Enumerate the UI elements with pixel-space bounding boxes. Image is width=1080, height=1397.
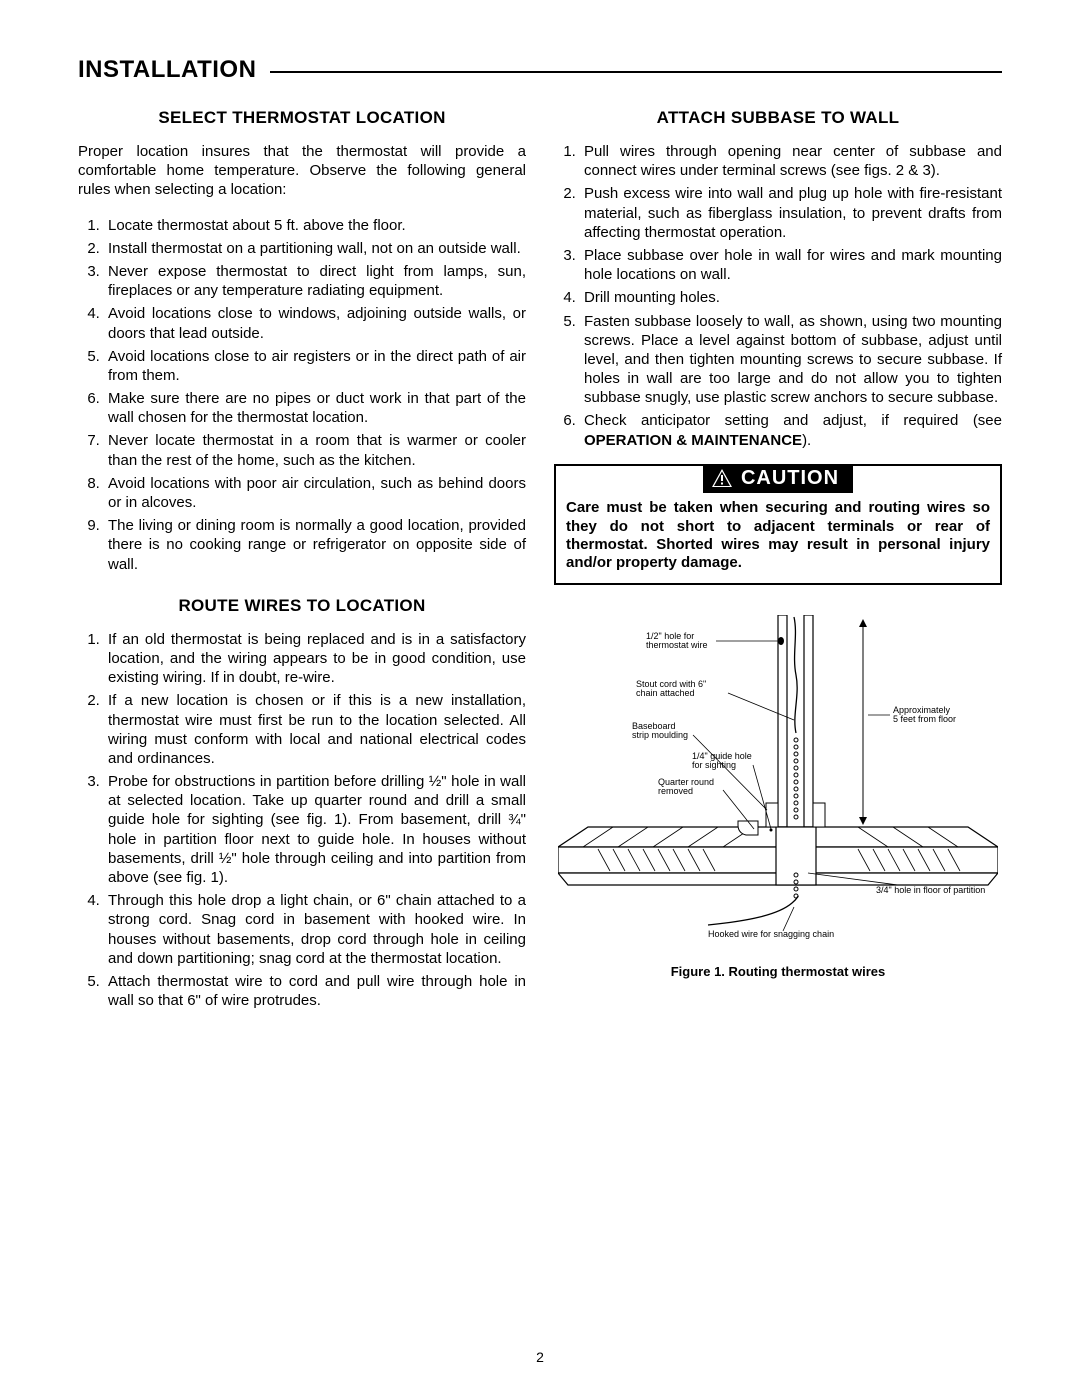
fig-label: Hooked wire for snagging chain xyxy=(708,929,834,939)
figure-1: 1/2" hole for thermostat wire Stout cord… xyxy=(554,615,1002,979)
list-item: Avoid locations close to air registers o… xyxy=(104,347,526,385)
fig-label: 5 feet from floor xyxy=(893,714,956,724)
select-location-list: Locate thermostat about 5 ft. above the … xyxy=(78,216,526,574)
list-item: Check anticipator setting and adjust, if… xyxy=(580,411,1002,449)
list-item: If an old thermostat is being replaced a… xyxy=(104,630,526,688)
section-heading-attach-subbase: ATTACH SUBBASE TO WALL xyxy=(554,108,1002,128)
list-item: Never expose thermostat to direct light … xyxy=(104,262,526,300)
section-heading-select-location: SELECT THERMOSTAT LOCATION xyxy=(78,108,526,128)
list-item: Push excess wire into wall and plug up h… xyxy=(580,184,1002,242)
list-item: Attach thermostat wire to cord and pull … xyxy=(104,972,526,1010)
heading-rule xyxy=(270,71,1002,73)
list-item: Pull wires through opening near center o… xyxy=(580,142,1002,180)
list-item: Place subbase over hole in wall for wire… xyxy=(580,246,1002,284)
caution-label: CAUTION xyxy=(703,464,853,493)
list-item: Make sure there are no pipes or duct wor… xyxy=(104,389,526,427)
list-item: Fasten subbase loosely to wall, as shown… xyxy=(580,312,1002,408)
list-item: The living or dining room is normally a … xyxy=(104,516,526,574)
fig-label: removed xyxy=(658,786,693,796)
content-columns: SELECT THERMOSTAT LOCATION Proper locati… xyxy=(78,94,1002,1014)
list-item: Avoid locations with poor air circulatio… xyxy=(104,474,526,512)
warning-icon xyxy=(711,468,733,488)
caution-label-wrap: CAUTION xyxy=(566,464,990,494)
list-item-text: ). xyxy=(802,432,811,449)
main-heading: INSTALLATION xyxy=(78,56,1002,84)
attach-subbase-list: Pull wires through opening near center o… xyxy=(554,142,1002,450)
page-number: 2 xyxy=(0,1349,1080,1365)
page: INSTALLATION SELECT THERMOSTAT LOCATION … xyxy=(0,0,1080,1397)
list-item: Locate thermostat about 5 ft. above the … xyxy=(104,216,526,235)
caution-box: CAUTION Care must be taken when securing… xyxy=(554,464,1002,585)
left-column: SELECT THERMOSTAT LOCATION Proper locati… xyxy=(78,94,526,1014)
list-item: Drill mounting holes. xyxy=(580,288,1002,307)
list-item: Never locate thermostat in a room that i… xyxy=(104,431,526,469)
select-location-intro: Proper location insures that the thermos… xyxy=(78,142,526,200)
caution-label-text: CAUTION xyxy=(741,467,839,490)
fig-label: thermostat wire xyxy=(646,640,708,650)
figure-caption: Figure 1. Routing thermostat wires xyxy=(554,964,1002,979)
list-item: If a new location is chosen or if this i… xyxy=(104,691,526,768)
figure-1-svg: 1/2" hole for thermostat wire Stout cord… xyxy=(558,615,998,945)
right-column: ATTACH SUBBASE TO WALL Pull wires throug… xyxy=(554,94,1002,1014)
fig-label: strip moulding xyxy=(632,730,688,740)
list-item: Probe for obstructions in partition befo… xyxy=(104,772,526,887)
fig-label: 3/4" hole in floor of partition xyxy=(876,885,985,895)
list-item: Avoid locations close to windows, adjoin… xyxy=(104,304,526,342)
list-item-text: Check anticipator setting and adjust, if… xyxy=(584,412,1002,429)
fig-label: for sighting xyxy=(692,760,736,770)
route-wires-list: If an old thermostat is being replaced a… xyxy=(78,630,526,1011)
list-item: Install thermostat on a partitioning wal… xyxy=(104,239,526,258)
caution-text: Care must be taken when securing and rou… xyxy=(566,499,990,572)
list-item-bold: OPERATION & MAINTENANCE xyxy=(584,432,802,449)
fig-label: chain attached xyxy=(636,688,695,698)
list-item: Through this hole drop a light chain, or… xyxy=(104,891,526,968)
main-heading-text: INSTALLATION xyxy=(78,56,256,84)
section-heading-route-wires: ROUTE WIRES TO LOCATION xyxy=(78,596,526,616)
